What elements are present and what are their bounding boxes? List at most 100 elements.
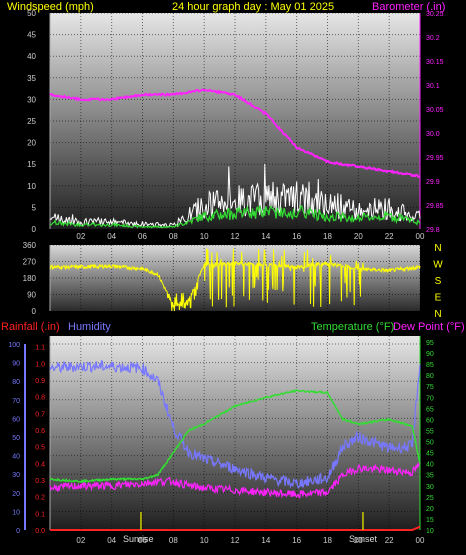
y-right-tick-label: 29.8 bbox=[426, 227, 440, 234]
direction-series bbox=[49, 248, 421, 312]
y-tick-label: 35 bbox=[27, 74, 36, 83]
windspeed-title: Windspeed (mph) bbox=[7, 1, 94, 13]
temperature-tick-label: 15 bbox=[426, 517, 434, 524]
compass-label: W bbox=[433, 260, 443, 271]
wind-average-line bbox=[49, 204, 421, 229]
humidity-tick-label: 40 bbox=[12, 454, 20, 461]
y-tick-label: 180 bbox=[23, 274, 37, 283]
temp-grid bbox=[24, 336, 421, 531]
temperature-title: Temperature (°F) bbox=[311, 321, 394, 333]
x-tick-label: 08 bbox=[169, 536, 178, 545]
temperature-tick-label: 40 bbox=[426, 462, 434, 469]
humidity-tick-label: 0 bbox=[16, 528, 20, 535]
x-tick-label: 06 bbox=[138, 536, 147, 545]
y-right-tick-label: 29.9 bbox=[426, 179, 440, 186]
wind-x-axis: 02 04 06 08 10 12 14 16 18 20 22 00 bbox=[76, 232, 425, 241]
rain-tick-label: 1.1 bbox=[35, 345, 45, 352]
x-tick-label: 12 bbox=[231, 232, 240, 241]
x-tick-label: 02 bbox=[76, 536, 85, 545]
x-tick-label: 00 bbox=[416, 232, 425, 241]
y-tick-label: 0 bbox=[32, 307, 37, 316]
humidity-tick-label: 100 bbox=[8, 342, 20, 349]
x-tick-label: 12 bbox=[231, 536, 240, 545]
temp-series bbox=[49, 359, 421, 531]
humidity-tick-label: 80 bbox=[12, 379, 20, 386]
x-tick-label: 00 bbox=[416, 536, 425, 545]
y-tick-label: 45 bbox=[27, 31, 36, 40]
compass-label: N bbox=[434, 309, 441, 320]
y-right-tick-label: 29.85 bbox=[426, 203, 444, 210]
compass-label: S bbox=[435, 276, 442, 287]
x-tick-label: 06 bbox=[138, 232, 147, 241]
humidity-tick-label: 70 bbox=[12, 398, 20, 405]
humidity-title: Humidity bbox=[68, 321, 111, 333]
rain-tick-label: 0.1 bbox=[35, 511, 45, 518]
x-tick-label: 02 bbox=[76, 232, 85, 241]
x-tick-label: 08 bbox=[169, 232, 178, 241]
barometer-title: Barometer (.in) bbox=[372, 1, 445, 13]
humidity-tick-label: 50 bbox=[12, 435, 20, 442]
wind-grid bbox=[49, 12, 421, 230]
temperature-tick-label: 55 bbox=[426, 428, 434, 435]
rain-tick-label: 0.0 bbox=[35, 528, 45, 535]
x-tick-label: 10 bbox=[200, 232, 209, 241]
rain-tick-label: 0.4 bbox=[35, 461, 45, 468]
x-tick-label: 16 bbox=[292, 232, 301, 241]
y-right-tick-label: 30.05 bbox=[426, 107, 444, 114]
y-right-tick-label: 30.15 bbox=[426, 59, 444, 66]
y-tick-label: 270 bbox=[23, 258, 37, 267]
compass-label: N bbox=[434, 243, 441, 254]
y-right-tick-label: 30.1 bbox=[426, 83, 440, 90]
temperature-tick-label: 25 bbox=[426, 495, 434, 502]
humidity-tick-label: 30 bbox=[12, 472, 20, 479]
temperature-tick-label: 75 bbox=[426, 384, 434, 391]
temperature-tick-label: 95 bbox=[426, 340, 434, 347]
y-tick-label: 20 bbox=[27, 139, 36, 148]
x-tick-label: 04 bbox=[107, 536, 116, 545]
x-tick-label: 20 bbox=[354, 536, 363, 545]
rain-tick-label: 1.0 bbox=[35, 361, 45, 368]
humidity-tick-label: 10 bbox=[12, 509, 20, 516]
graph-date-title: 24 hour graph day : May 01 2025 bbox=[172, 1, 334, 13]
wind-y-axis: 0 5 10 15 20 25 30 35 40 45 50 bbox=[27, 9, 36, 234]
rain-tick-label: 0.8 bbox=[35, 395, 45, 402]
sunset-label: Sunset bbox=[349, 534, 378, 544]
temperature-tick-label: 45 bbox=[426, 451, 434, 458]
y-tick-label: 40 bbox=[27, 52, 36, 61]
humidity-tick-label: 20 bbox=[12, 491, 20, 498]
rain-tick-label: 0.6 bbox=[35, 428, 45, 435]
x-tick-label: 14 bbox=[261, 232, 270, 241]
humidity-tick-label: 60 bbox=[12, 416, 20, 423]
y-tick-label: 5 bbox=[32, 203, 37, 212]
wind-gust-line bbox=[49, 163, 421, 229]
y-tick-label: 30 bbox=[27, 95, 36, 104]
temperature-tick-label: 60 bbox=[426, 417, 434, 424]
y-tick-label: 90 bbox=[27, 291, 36, 300]
rain-tick-label: 0.9 bbox=[35, 378, 45, 385]
temperature-tick-label: 30 bbox=[426, 484, 434, 491]
compass-label: E bbox=[435, 293, 442, 304]
temperature-tick-label: 50 bbox=[426, 440, 434, 447]
wind-barometer-panel: 0 5 10 15 20 25 30 35 40 45 50 29.8 29.85 29.9 29.95 3… bbox=[7, 1, 445, 241]
temperature-y-axis: 10 15 20 25 30 35 40 45 50 55 60 65 70 75 80 85 90 95 bbox=[426, 340, 434, 535]
x-tick-label: 20 bbox=[354, 232, 363, 241]
direction-y-axis: 0 90 180 270 360 bbox=[23, 241, 37, 316]
temperature-tick-label: 85 bbox=[426, 362, 434, 369]
rain-tick-label: 0.5 bbox=[35, 445, 45, 452]
x-tick-label: 22 bbox=[385, 232, 394, 241]
rain-y-axis: 0.0 0.1 0.2 0.3 0.4 0.5 0.6 0.7 0.8 0.9 1.0 1.1 bbox=[35, 345, 45, 535]
temperature-tick-label: 10 bbox=[426, 528, 434, 535]
temp-x-axis: 02 04 06 08 10 12 14 16 18 20 22 00 bbox=[76, 536, 425, 545]
y-right-tick-label: 30.0 bbox=[426, 131, 440, 138]
x-tick-label: 18 bbox=[323, 536, 332, 545]
y-right-tick-label: 30.2 bbox=[426, 35, 440, 42]
rainfall-title: Rainfall (.in) bbox=[1, 321, 60, 333]
barometer-line bbox=[49, 88, 421, 179]
wind-direction-line bbox=[49, 248, 421, 312]
y-right-tick-label: 30.25 bbox=[426, 11, 444, 18]
y-tick-label: 25 bbox=[27, 117, 36, 126]
